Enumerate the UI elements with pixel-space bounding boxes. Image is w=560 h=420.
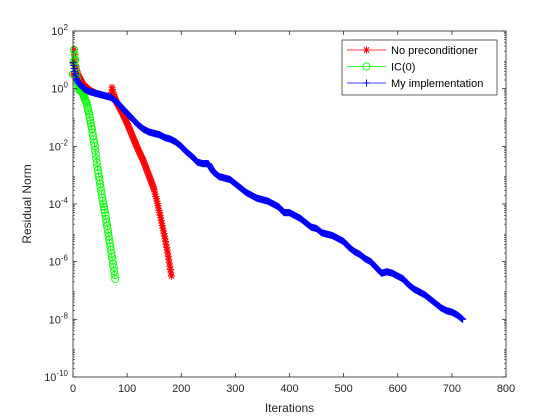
series-1-point — [109, 263, 118, 272]
legend-entry-1: IC(0) — [347, 62, 415, 74]
y-tick-label: 10-10 — [44, 369, 68, 384]
series-1-point — [110, 267, 119, 276]
series-1-point — [99, 199, 108, 209]
legend: No preconditioner IC(0) My implementation — [341, 39, 498, 96]
series-1-point — [90, 142, 99, 151]
series-1-point — [111, 274, 120, 284]
series-1-point — [87, 122, 96, 131]
x-tick-label: 500 — [334, 383, 352, 395]
series-1-point — [100, 208, 109, 217]
series-1-point — [91, 150, 100, 159]
y-tick-label: 10-4 — [49, 196, 69, 211]
y-tick-label: 102 — [51, 23, 68, 38]
series-1-point — [99, 202, 108, 211]
legend-label: No preconditioner — [391, 45, 478, 57]
series-layer — [68, 45, 467, 323]
series-1-point — [98, 197, 107, 206]
legend-entry-0: No preconditioner — [347, 45, 478, 57]
x-tick-label: 100 — [118, 383, 136, 395]
series-1-point — [110, 271, 119, 280]
y-tick-label: 10-6 — [49, 254, 69, 269]
legend-label: IC(0) — [391, 62, 415, 74]
x-tick-label: 0 — [70, 383, 76, 395]
series-1-point — [91, 146, 100, 155]
series-1-point — [100, 205, 109, 214]
series-1-point — [98, 193, 107, 202]
series-1-point — [86, 116, 95, 125]
series-0-point — [168, 272, 176, 280]
series-1-point — [86, 119, 95, 128]
series-1-point — [85, 113, 94, 122]
tick-layer: 0 100 200 300 400 500 600 700 800 102 100 10-2 10-4 1… — [44, 23, 515, 395]
legend-label: My implementation — [391, 78, 483, 90]
series-2 — [69, 59, 467, 323]
y-tick-label: 100 — [51, 81, 68, 96]
x-tick-label: 400 — [280, 383, 298, 395]
legend-swatch-marker — [363, 79, 370, 87]
series-1-point — [85, 110, 94, 119]
x-tick-label: 200 — [172, 383, 190, 395]
x-tick-label: 700 — [443, 383, 461, 395]
series-2-point — [70, 62, 78, 70]
y-axis-title: Residual Norm — [20, 164, 34, 243]
y-tick-label: 10-2 — [49, 138, 69, 153]
legend-swatch-marker — [363, 46, 370, 54]
x-axis-title: Iterations — [265, 401, 314, 415]
x-tick-label: 600 — [389, 383, 407, 395]
legend-swatch-marker — [362, 62, 371, 71]
x-tick-label: 300 — [226, 383, 244, 395]
series-1-point — [92, 154, 101, 163]
series-2-point — [459, 315, 467, 323]
legend-entry-2: My implementation — [347, 78, 483, 90]
x-tick-label: 800 — [497, 383, 515, 395]
y-tick-label: 10-8 — [49, 311, 69, 326]
